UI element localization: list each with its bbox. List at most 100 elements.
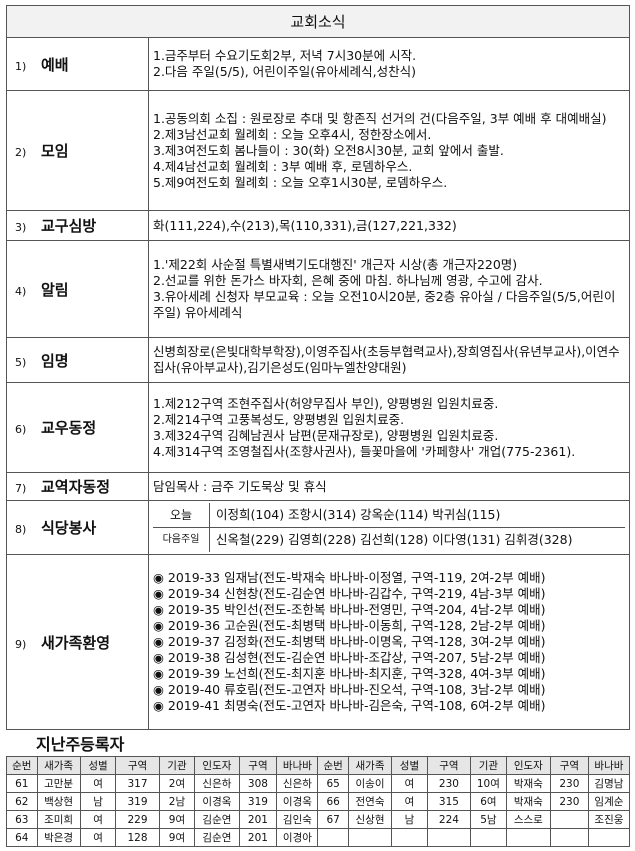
section-content: ◉ 2019-33 임재남(전도-박재숙 바나바-이정열, 구역-119, 2여… (148, 554, 630, 730)
registrant-cell: 김명남 (587, 774, 631, 793)
section-content: 1.'제22회 사순절 특별새벽기도대행진' 개근자 시상(총 개근자220명)… (148, 240, 630, 338)
section-label: 2) 모임 (6, 90, 149, 211)
page-title: 교회소식 (6, 5, 630, 38)
registrant-row: 64 박은경 여 128 9여 김순연 201 이경아 (6, 828, 631, 847)
registrant-cell: 여 (391, 792, 428, 811)
section-number: 1) (15, 59, 27, 73)
registrant-cell: 230 (549, 774, 589, 793)
registrant-cell (505, 828, 551, 847)
content-line: ◉ 2019-34 신현창(전도-김순연 바나바-김갑수, 구역-219, 4남… (153, 586, 546, 601)
content-line: 3.제324구역 김혜남권사 남편(문재규장로), 양평병원 입원치료중. (153, 427, 499, 443)
registrant-cell: 317 (115, 774, 160, 793)
content-line: 화(111,224),수(213),목(110,331),금(127,221,3… (153, 217, 457, 233)
content-line: ◉ 2019-41 최명숙(전도-고연자 바나바-김은숙, 구역-108, 6여… (153, 698, 546, 713)
registrants-title: 지난주등록자 (36, 735, 125, 754)
registrant-cell: 고만분 (36, 774, 81, 793)
content-line: ◉ 2019-37 김정화(전도-최병택 바나바-이명옥, 구역-128, 3여… (153, 634, 546, 649)
content-line: 5.제9여전도회 월례회 : 오늘 오후1시30분, 로뎀하우스. (153, 174, 448, 190)
content-line: 2.선교를 위한 돈가스 바자회, 은혜 중에 마침. 하나님께 영광, 수고에… (153, 273, 543, 288)
section-content: 신병희장로(은빛대학부학장),이영주집사(초등부협력교사),장희영집사(유년부교… (148, 337, 630, 383)
content-line: ◉ 2019-33 임재남(전도-박재숙 바나바-이정열, 구역-119, 2여… (153, 570, 546, 585)
column-header: 새가족 (347, 756, 393, 775)
registrant-cell: 전연숙 (347, 792, 393, 811)
registrant-cell (469, 828, 507, 847)
column-header: 바나바 (587, 756, 631, 775)
registrant-cell: 64 (6, 828, 38, 847)
content-line: 담임목사 : 금주 기도묵상 및 휴식 (153, 478, 327, 494)
section-label: 7) 교역자동정 (6, 472, 149, 501)
registrant-cell: 230 (549, 792, 589, 811)
registrant-cell: 신은하 (194, 774, 240, 793)
section-label: 1) 예배 (6, 37, 149, 91)
registrant-cell: 2여 (158, 774, 196, 793)
registrant-cell: 229 (115, 810, 160, 829)
section-content: 1.공동의회 소집 : 원로장로 추대 및 항존직 선거의 건(다음주일, 3부… (148, 90, 630, 211)
registrant-cell: 65 (317, 774, 349, 793)
content-line: 2.다음 주일(5/5), 어린이주일(유아세례식,성찬식) (153, 64, 416, 79)
content-line: ◉ 2019-36 고순원(전도-최병택 바나바-이동희, 구역-128, 2남… (153, 618, 546, 633)
registrant-cell: 신상현 (347, 810, 393, 829)
content-line: 1.'제22회 사순절 특별새벽기도대행진' 개근자 시상(총 개근자220명) (153, 257, 518, 272)
registrant-cell: 315 (426, 792, 471, 811)
registrant-cell (587, 828, 631, 847)
registrant-cell: 백상현 (36, 792, 81, 811)
registrant-cell (549, 810, 589, 829)
column-header: 구역 (238, 756, 278, 775)
registrant-cell: 조미희 (36, 810, 81, 829)
section-title: 교구심방 (41, 217, 97, 235)
column-header: 새가족 (36, 756, 81, 775)
registrant-cell: 201 (238, 828, 278, 847)
registrant-cell: 박재숙 (505, 774, 551, 793)
column-header: 바나바 (276, 756, 319, 775)
content-line: 4.제314구역 조영철집사(조향사권사), 들꽃마을에 '카페향사' 개업(7… (153, 443, 576, 459)
column-header: 구역 (115, 756, 160, 775)
section-content: 1.금주부터 수요기도회2부, 저녁 7시30분에 시작. 2.다음 주일(5/5… (148, 37, 630, 91)
section-content: 화(111,224),수(213),목(110,331),금(127,221,3… (148, 210, 630, 241)
section-row: 4) 알림 1.'제22회 사순절 특별새벽기도대행진' 개근자 시상(총 개근자2… (6, 240, 630, 338)
section-title: 교우동정 (41, 419, 97, 437)
registrant-cell: 66 (317, 792, 349, 811)
section-number: 9) (15, 637, 27, 651)
registrant-cell (317, 828, 349, 847)
registrant-cell: 319 (238, 792, 278, 811)
section-number: 6) (15, 423, 27, 436)
registrant-cell: 이경아 (276, 828, 319, 847)
registrant-cell: 128 (115, 828, 160, 847)
registrant-cell: 조진웅 (587, 810, 631, 829)
duty-label: 오늘 (153, 503, 210, 528)
column-header: 구역 (426, 756, 471, 775)
registrant-cell: 이송이 (347, 774, 393, 793)
registrant-cell: 김순연 (194, 828, 240, 847)
duty-names: 이정희(104) 조항시(314) 강옥순(114) 박귀심(115) (209, 503, 625, 528)
registrant-row: 61 고만분 여 317 2여 신은하 308 신은하 65 이송이 여 230 10여 박재숙 230 김명… (6, 774, 631, 793)
content-line: 4.제4남선교회 월례회 : 3부 예배 후, 로뎀하우스. (153, 158, 413, 174)
column-header: 기관 (469, 756, 507, 775)
registrant-cell: 5남 (469, 810, 507, 829)
content-line: 3.유아세례 신청자 부모교육 : 오늘 오전10시20분, 중2층 유아실 /… (153, 289, 616, 320)
registrant-cell: 여 (391, 774, 428, 793)
column-header: 기관 (158, 756, 196, 775)
section-title: 임명 (41, 351, 69, 370)
section-row: 2) 모임 1.공동의회 소집 : 원로장로 추대 및 항존직 선거의 건(다음주일… (6, 90, 630, 211)
section-title: 알림 (41, 280, 69, 299)
section-row: 7) 교역자동정 담임목사 : 금주 기도묵상 및 휴식 (6, 472, 630, 501)
section-label: 3) 교구심방 (6, 210, 149, 241)
registrant-cell: 이경옥 (276, 792, 319, 811)
section-label: 6) 교우동정 (6, 382, 149, 473)
section-title: 새가족환영 (41, 633, 111, 652)
content-line: 1.공동의회 소집 : 원로장로 추대 및 항존직 선거의 건(다음주일, 3부… (153, 110, 607, 126)
registrant-cell: 2남 (158, 792, 196, 811)
column-header: 인도자 (505, 756, 551, 775)
news-table: 교회소식 1) 예배 1.금주부터 수요기도회2부, 저녁 7시30분에 시작. 2.… (6, 5, 630, 730)
content-line: 1.제212구역 조현주집사(허양무집사 부인), 양평병원 입원치료중. (153, 395, 499, 411)
section-row: 8) 식당봉사 오늘 이정희(104) 조항시(314) 강옥순(114) 박귀심(1… (6, 500, 630, 555)
registrant-cell: 김인숙 (276, 810, 319, 829)
section-row: 5) 임명 신병희장로(은빛대학부학장),이영주집사(초등부협력교사),장희영집사(… (6, 337, 630, 383)
header-row: 순번 새가족 성별 구역 기관 인도자 구역 바나바 순번 새가족 성별 구역 기관 인도자 구역 바나바 (6, 756, 631, 775)
registrant-cell: 67 (317, 810, 349, 829)
section-content: 오늘 이정희(104) 조항시(314) 강옥순(114) 박귀심(115) 다음주… (148, 500, 630, 555)
registrant-cell: 224 (426, 810, 471, 829)
duty-label: 다음주일 (153, 527, 210, 552)
content-line: ◉ 2019-39 노선희(전도-최지훈 바나바-최지훈, 구역-328, 4여… (153, 666, 546, 681)
registrant-cell (549, 828, 589, 847)
